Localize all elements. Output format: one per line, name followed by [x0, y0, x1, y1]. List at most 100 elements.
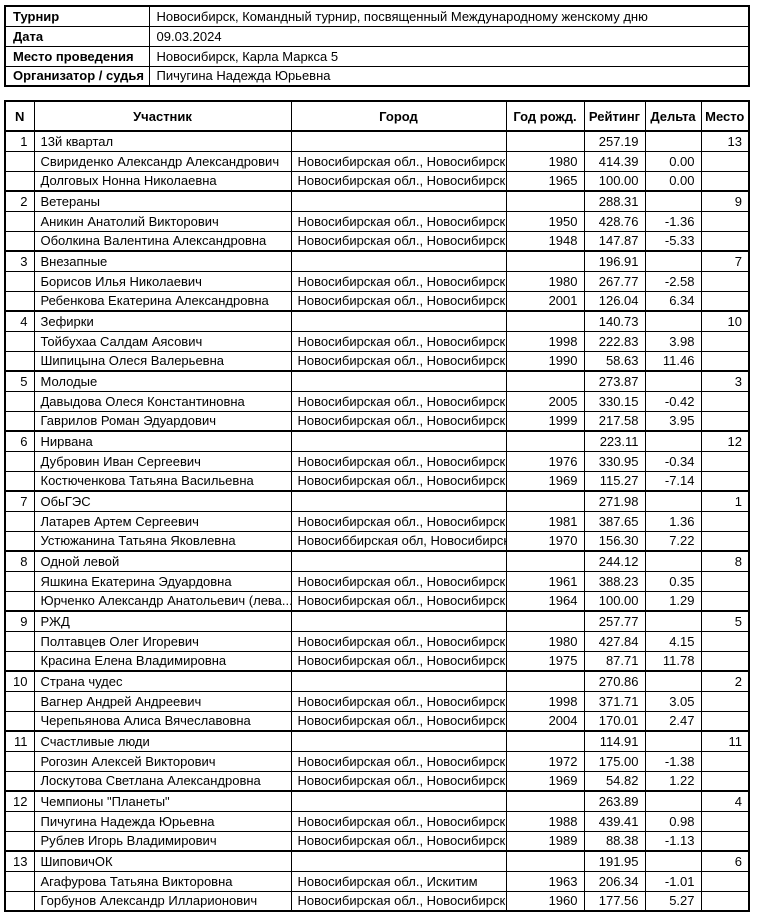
n-cell [4, 170, 35, 192]
birth-year-cell: 1988 [505, 810, 585, 832]
n-cell [4, 230, 35, 252]
n-cell [4, 650, 35, 672]
city-cell [290, 730, 507, 752]
team-row: 12 Чемпионы "Планеты" 263.89 4 [4, 790, 750, 812]
n-cell [4, 690, 35, 712]
participant-cell: Красина Елена Владимировна [33, 650, 292, 672]
city-cell: Новосибирская обл., Новосибирск [290, 570, 507, 592]
participant-cell: Тойбухаа Салдам Аясович [33, 330, 292, 352]
participant-cell: Агафурова Татьяна Викторовна [33, 870, 292, 892]
info-label-organizer: Организатор / судья [4, 65, 150, 87]
player-row: Латарев Артем Сергеевич Новосибирская обл… [4, 510, 750, 532]
city-cell: Новосибирская обл., Новосибирск [290, 470, 507, 492]
participant-cell: Юрченко Александр Анатольевич (лева... [33, 590, 292, 612]
player-row: Шипицына Олеся Валерьевна Новосибирская о… [4, 350, 750, 372]
rating-cell: 244.12 [583, 550, 646, 572]
place-cell: 3 [700, 370, 750, 392]
participant-cell: Нирвана [33, 430, 292, 452]
birth-year-cell: 1963 [505, 870, 585, 892]
info-row-date: Дата 09.03.2024 [4, 25, 750, 47]
birth-year-cell: 2004 [505, 710, 585, 732]
rating-cell: 114.91 [583, 730, 646, 752]
delta-cell: 6.34 [644, 290, 702, 312]
n-cell [4, 470, 35, 492]
team-row: 5 Молодые 273.87 3 [4, 370, 750, 392]
n-cell [4, 530, 35, 552]
participant-cell: Внезапные [33, 250, 292, 272]
birth-year-cell: 1960 [505, 890, 585, 912]
city-cell: Новосибирская обл., Новосибирск [290, 890, 507, 912]
n-cell: 8 [4, 550, 35, 572]
team-row: 1 13й квартал 257.19 13 [4, 130, 750, 152]
rating-cell: 100.00 [583, 170, 646, 192]
place-cell: 4 [700, 790, 750, 812]
player-row: Давыдова Олеся Константиновна Новосибирск… [4, 390, 750, 412]
n-cell: 3 [4, 250, 35, 272]
n-cell [4, 510, 35, 532]
place-cell: 11 [700, 730, 750, 752]
birth-year-cell: 1948 [505, 230, 585, 252]
place-cell [700, 390, 750, 412]
player-row: Черепьянова Алиса Вячеславовна Новосибирс… [4, 710, 750, 732]
city-cell: Новосибирская обл., Новосибирск [290, 650, 507, 672]
city-cell: Новосиббирская обл, Новосибирск [290, 530, 507, 552]
n-cell [4, 210, 35, 232]
city-cell [290, 430, 507, 452]
n-cell: 13 [4, 850, 35, 872]
place-cell [700, 570, 750, 592]
header-delta: Дельта [644, 100, 702, 132]
rating-cell: 371.71 [583, 690, 646, 712]
birth-year-cell [505, 130, 585, 152]
participant-cell: Рублев Игорь Владимирович [33, 830, 292, 852]
city-cell: Новосибирская обл., Новосибирск [290, 350, 507, 372]
participant-cell: Горбунов Александр Илларионович [33, 890, 292, 912]
place-cell [700, 510, 750, 532]
n-cell [4, 590, 35, 612]
delta-cell: 1.22 [644, 770, 702, 792]
participant-cell: Долговых Нонна Николаевна [33, 170, 292, 192]
place-cell [700, 770, 750, 792]
birth-year-cell [505, 190, 585, 212]
birth-year-cell: 1998 [505, 330, 585, 352]
n-cell [4, 450, 35, 472]
rating-cell: 330.15 [583, 390, 646, 412]
city-cell [290, 850, 507, 872]
city-cell: Новосибирская обл., Новосибирск [290, 690, 507, 712]
place-cell [700, 150, 750, 172]
n-cell: 4 [4, 310, 35, 332]
rating-cell: 427.84 [583, 630, 646, 652]
player-row: Полтавцев Олег Игоревич Новосибирская обл… [4, 630, 750, 652]
team-row: 4 Зефирки 140.73 10 [4, 310, 750, 332]
delta-cell [644, 490, 702, 512]
city-cell [290, 610, 507, 632]
rating-cell: 58.63 [583, 350, 646, 372]
birth-year-cell: 1961 [505, 570, 585, 592]
participant-cell: Дубровин Иван Сергеевич [33, 450, 292, 472]
birth-year-cell: 1989 [505, 830, 585, 852]
n-cell: 7 [4, 490, 35, 512]
player-row: Ребенкова Екатерина Александровна Новосиб… [4, 290, 750, 312]
place-cell [700, 350, 750, 372]
city-cell: Новосибирская обл., Новосибирск [290, 810, 507, 832]
rating-cell: 414.39 [583, 150, 646, 172]
rating-cell: 330.95 [583, 450, 646, 472]
place-cell: 12 [700, 430, 750, 452]
place-cell [700, 230, 750, 252]
n-cell [4, 330, 35, 352]
n-cell [4, 870, 35, 892]
participant-cell: Аникин Анатолий Викторович [33, 210, 292, 232]
n-cell: 1 [4, 130, 35, 152]
birth-year-cell [505, 310, 585, 332]
delta-cell: 11.46 [644, 350, 702, 372]
rating-cell: 191.95 [583, 850, 646, 872]
info-row-organizer: Организатор / судья Пичугина Надежда Юрь… [4, 65, 750, 87]
rating-cell: 263.89 [583, 790, 646, 812]
rating-cell: 267.77 [583, 270, 646, 292]
rating-cell: 222.83 [583, 330, 646, 352]
birth-year-cell [505, 250, 585, 272]
n-cell [4, 290, 35, 312]
birth-year-cell [505, 730, 585, 752]
player-row: Свириденко Александр Александрович Новоси… [4, 150, 750, 172]
player-row: Борисов Илья Николаевич Новосибирская обл… [4, 270, 750, 292]
